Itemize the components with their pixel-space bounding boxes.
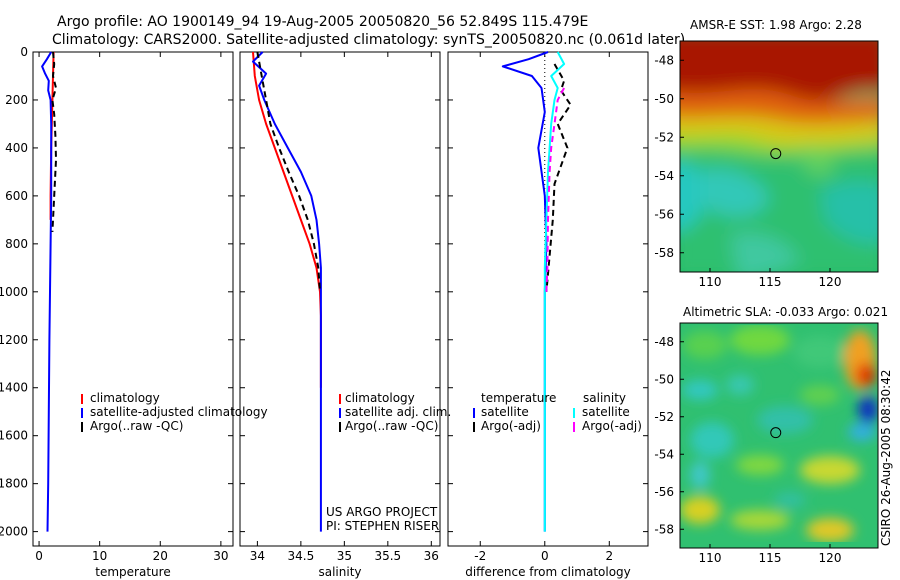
y-tick-label: 200 (5, 93, 28, 107)
map-x-tick-label: 120 (819, 551, 842, 565)
y-tick-label: 1600 (0, 429, 28, 443)
legend-label-sal-argo: Argo(-adj) (582, 419, 642, 433)
map-y-tick-label: -52 (654, 130, 674, 144)
legend-label-satellite: satellite-adjusted climatology (90, 405, 268, 419)
sla-map-title: Altimetric SLA: -0.033 Argo: 0.021 (683, 305, 888, 319)
x-tick-label: 35 (337, 549, 352, 563)
map-y-tick-label: -56 (654, 485, 674, 499)
sst-map-frame (679, 40, 879, 273)
legend-label-temp-argo: Argo(-adj) (481, 419, 541, 433)
sla-map-frame (679, 322, 879, 549)
series-line-1 (545, 63, 572, 292)
series-line-2 (51, 51, 57, 232)
temperature-legend: climatology satellite-adjusted climatolo… (81, 391, 268, 433)
legend-label-sal-satellite: satellite (582, 405, 630, 419)
x-tick-label: 10 (92, 549, 107, 563)
x-axis-label: difference from climatology (465, 565, 631, 579)
map-x-tick-label: 115 (759, 551, 782, 565)
legend-label-climatology: climatology (345, 391, 415, 405)
x-tick-label: 0 (35, 549, 43, 563)
x-axis-label: temperature (95, 565, 170, 579)
y-tick-label: 1200 (0, 333, 28, 347)
map-y-tick-label: -50 (654, 372, 674, 386)
legend-heading-salinity: salinity (583, 391, 626, 405)
x-tick-label: 2 (605, 549, 613, 563)
salinity-legend: climatology satellite adj. clim. Argo(..… (339, 391, 451, 433)
pi-credit: PI: STEPHEN RISER (326, 519, 439, 533)
map-y-tick-label: -58 (654, 522, 674, 536)
sst-map (680, 41, 878, 272)
legend-label-temp-satellite: satellite (481, 405, 529, 419)
plot-frame (32, 51, 234, 547)
x-tick-label: -2 (474, 549, 486, 563)
legend-label-argo: Argo(..raw -QC) (345, 419, 438, 433)
series-line-2 (543, 51, 566, 532)
map-y-tick-label: -54 (654, 169, 674, 183)
plot-frame (239, 51, 441, 547)
float-position-marker (770, 148, 782, 160)
map-y-tick-label: -56 (654, 207, 674, 221)
y-tick-label: 400 (5, 141, 28, 155)
series-line-1 (252, 51, 322, 532)
sla-field (680, 325, 878, 542)
map-x-tick-label: 110 (699, 275, 722, 289)
map-y-tick-label: -52 (654, 410, 674, 424)
plot-frame (447, 51, 649, 547)
x-tick-label: 36 (424, 549, 439, 563)
series-line-2 (256, 51, 321, 292)
difference-legend: temperature satellite Argo(-adj) salinit… (473, 391, 642, 433)
difference-panel: -2 0 2 difference from climatology (447, 51, 649, 579)
map-x-tick-label: 120 (819, 275, 842, 289)
map-y-tick-label: -48 (654, 335, 674, 349)
x-tick-label: 34.5 (288, 549, 315, 563)
map-x-tick-label: 115 (759, 275, 782, 289)
legend-label-argo: Argo(..raw -QC) (90, 419, 183, 433)
y-tick-label: 1800 (0, 477, 28, 491)
timestamp-stamp: CSIRO 26-Aug-2005 08:30:42 (879, 370, 893, 546)
x-tick-label: 35.5 (374, 549, 401, 563)
x-tick-label: 20 (153, 549, 168, 563)
y-tick-label: 1400 (0, 381, 28, 395)
x-tick-label: 34 (250, 549, 265, 563)
salinity-panel: 34 34.5 35 35.5 36 salinity (239, 51, 441, 579)
series-line-3 (545, 87, 565, 292)
sla-map-axes: 110 115 120 -48 -50 -52 -54 -56 -58 (654, 335, 841, 565)
y-tick-label: 800 (5, 237, 28, 251)
series-line-1 (41, 51, 53, 532)
y-tick-label: 600 (5, 189, 28, 203)
y-tick-label: 1000 (0, 285, 28, 299)
legend-heading-temperature: temperature (481, 391, 556, 405)
figure-title-line1: Argo profile: AO 1900149_94 19-Aug-2005 … (57, 14, 588, 30)
float-position-marker (770, 427, 782, 439)
y-tick-label: 2000 (0, 525, 28, 539)
map-y-tick-label: -50 (654, 92, 674, 106)
y-tick-label: 0 (20, 45, 28, 59)
x-tick-label: 0 (541, 549, 549, 563)
x-tick-label: 30 (213, 549, 228, 563)
sst-field (680, 41, 878, 272)
sst-map-title: AMSR-E SST: 1.98 Argo: 2.28 (690, 18, 862, 32)
legend-label-satellite: satellite adj. clim. (345, 405, 451, 419)
figure-title-line2: Climatology: CARS2000. Satellite-adjuste… (52, 32, 685, 48)
sst-map-axes: 110 115 120 -48 -50 -52 -54 -56 -58 (654, 53, 841, 289)
map-x-tick-label: 110 (699, 551, 722, 565)
temperature-panel: 0 10 20 30 0 200 400 600 800 1000 1200 1400 1600 1800… (0, 45, 234, 579)
map-y-tick-label: -54 (654, 447, 674, 461)
sla-map (680, 323, 878, 548)
map-y-tick-label: -58 (654, 246, 674, 260)
x-axis-label: salinity (318, 565, 361, 579)
map-y-tick-label: -48 (654, 53, 674, 67)
legend-label-climatology: climatology (90, 391, 160, 405)
project-credit: US ARGO PROJECT (326, 505, 438, 519)
